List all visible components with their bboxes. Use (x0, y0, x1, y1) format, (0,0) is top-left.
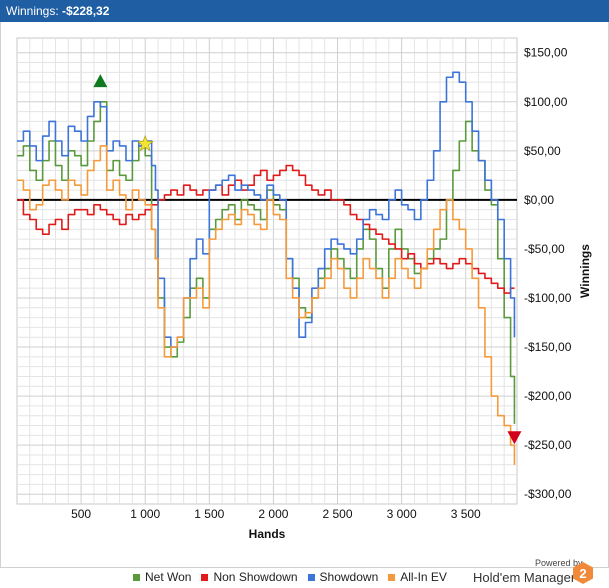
legend-swatch-net-won (133, 573, 140, 581)
y-tick-label: -$100,00 (524, 291, 572, 305)
series-line-non-showdown (17, 164, 515, 294)
winnings-chart: 500 1 000 1 500 2 000 2 500 3 000 3 500 $150,0… (16, 37, 592, 541)
product-name: Hold'em Manager (473, 570, 576, 585)
legend-swatch-showdown (307, 573, 315, 581)
titlebar-label: Winnings: (6, 4, 59, 18)
legend-label-showdown: Showdown (319, 570, 379, 584)
chart-titlebar: Winnings: -$228,32 (0, 0, 609, 22)
y-tick-label: -$150,00 (524, 340, 572, 354)
x-axis-title: Hands (249, 527, 286, 541)
y-tick-label: $100,00 (524, 95, 568, 109)
y-tick-label: $0,00 (524, 193, 554, 207)
chart-legend: Net Won Non Showdown Showdown All-In EV (133, 569, 457, 585)
x-tick-label: 1 500 (194, 507, 224, 521)
x-tick-label: 3 000 (387, 507, 417, 521)
x-tick-label: 1 000 (130, 507, 160, 521)
powered-by-label: Powered by (535, 558, 583, 568)
plot-area (16, 37, 518, 505)
y-tick-label: -$300,00 (524, 487, 572, 501)
x-tick-label: 500 (71, 507, 91, 521)
y-tick-label: $50,00 (524, 144, 561, 158)
series-lines (17, 71, 516, 465)
star-marker-icon (136, 135, 154, 152)
y-tick-label: -$200,00 (524, 389, 572, 403)
legend-label-non-showdown: Non Showdown (213, 570, 298, 584)
x-tick-label: 3 500 (451, 507, 481, 521)
legend-swatch-non-showdown (201, 573, 209, 581)
legend-item-net-won[interactable]: Net Won (133, 570, 191, 584)
low-marker-icon (507, 431, 522, 445)
y-tick-label: -$50,00 (524, 242, 565, 256)
legend-item-showdown[interactable]: Showdown (307, 570, 379, 584)
y-tick-label: $150,00 (524, 46, 568, 60)
x-tick-labels: 500 1 000 1 500 2 000 2 500 3 000 3 500 (71, 507, 481, 521)
legend-label-all-in-ev: All-In EV (400, 570, 447, 584)
chart-grid (16, 37, 518, 505)
legend-item-non-showdown[interactable]: Non Showdown (201, 570, 298, 584)
powered-by-brand: Powered by Hold'em Manager 2 (473, 558, 603, 588)
y-tick-labels: $150,00 $100,00 $50,00 $0,00 -$50,00 -$100,00… (524, 46, 572, 501)
chart-markers (93, 74, 522, 445)
legend-label-net-won: Net Won (145, 570, 192, 584)
x-tick-label: 2 500 (322, 507, 352, 521)
logo-badge-text: 2 (579, 566, 586, 581)
series-line-all-in-ev (17, 145, 516, 465)
peak-marker-icon (93, 74, 108, 88)
y-axis-title: Winnings (578, 244, 592, 298)
chart-frame: 500 1 000 1 500 2 000 2 500 3 000 3 500 $150,0… (0, 22, 609, 585)
legend-item-all-in-ev[interactable]: All-In EV (388, 570, 447, 584)
legend-swatch-all-in-ev (388, 573, 396, 581)
y-tick-label: -$250,00 (524, 438, 572, 452)
hem2-logo-icon: 2 (573, 562, 593, 584)
x-tick-label: 2 000 (258, 507, 288, 521)
winnings-total: -$228,32 (62, 4, 110, 18)
